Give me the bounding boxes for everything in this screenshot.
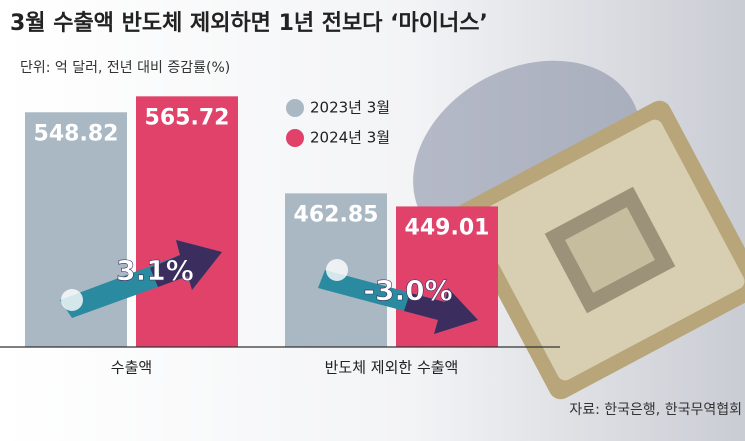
annotation: 3.1% <box>116 254 194 287</box>
annotation: -3.0% <box>363 274 452 307</box>
legend-label: 2024년 3월 <box>310 129 390 147</box>
value-label: 548.82 <box>34 121 119 146</box>
legend-marker <box>286 129 304 147</box>
value-label: 449.01 <box>405 215 490 240</box>
chart-title: 3월 수출액 반도체 제외하면 1년 전보다 ‘마이너스’ <box>10 11 488 36</box>
source: 자료: 한국은행, 한국무역협회 <box>569 402 742 418</box>
value-label: 462.85 <box>294 202 379 227</box>
chart-subtitle: 단위: 억 달러, 전년 대비 증감률(%) <box>20 60 230 76</box>
bar <box>136 96 238 347</box>
legend-marker <box>286 99 304 117</box>
chart: 3월 수출액 반도체 제외하면 1년 전보다 ‘마이너스’ 단위: 억 달러, … <box>0 0 745 441</box>
legend-label: 2023년 3월 <box>310 99 390 117</box>
value-label: 565.72 <box>145 105 230 130</box>
x-tick-label: 수출액 <box>111 359 152 377</box>
x-tick-label: 반도체 제외한 수출액 <box>325 359 459 377</box>
